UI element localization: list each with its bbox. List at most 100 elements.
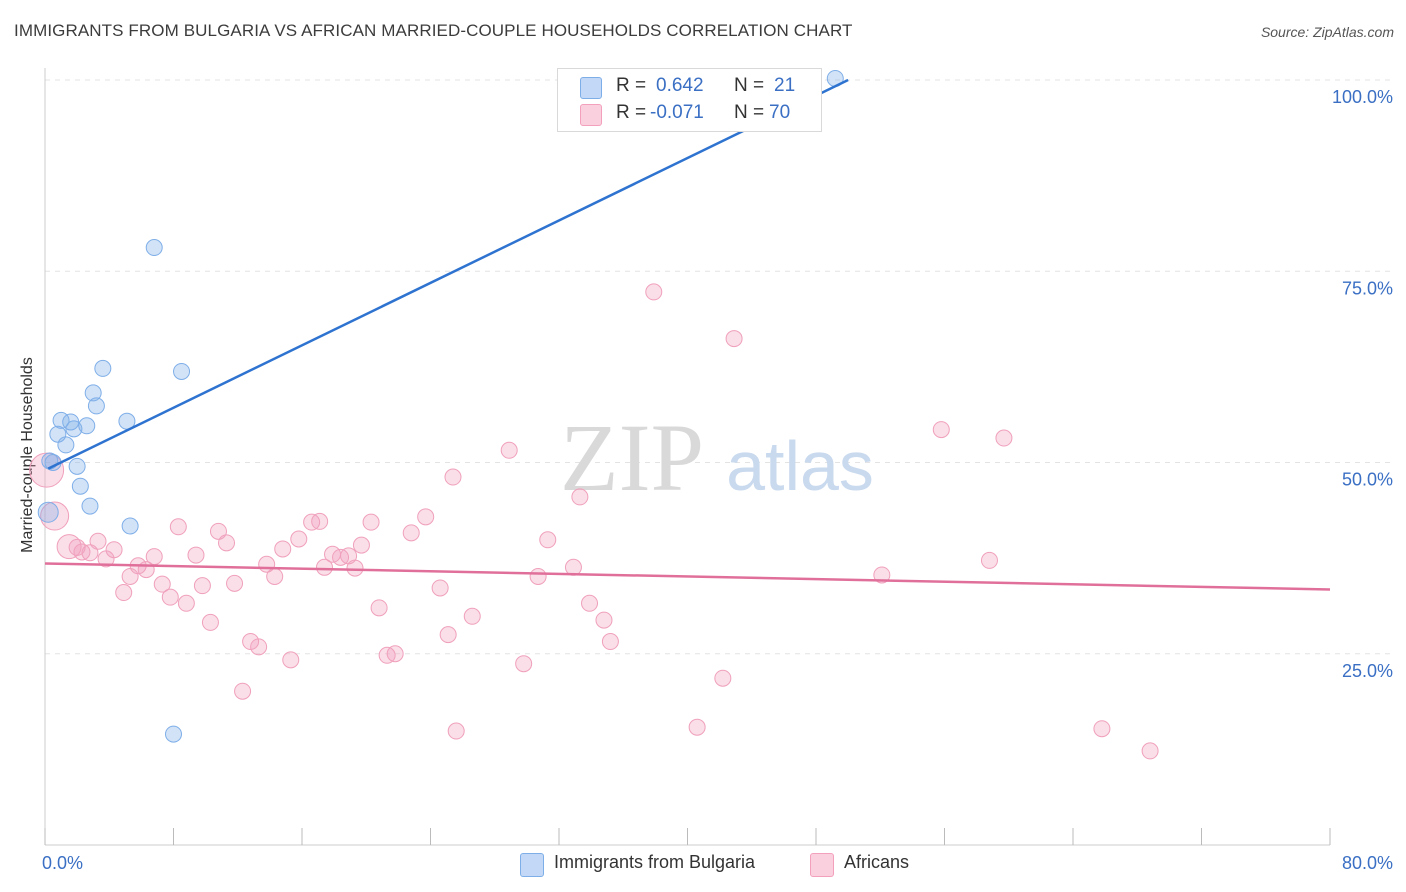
africans-point: [40, 501, 70, 531]
bulgaria-trend-line: [47, 78, 849, 470]
africans-point: [431, 579, 449, 597]
bulgaria-point: [78, 417, 96, 435]
africans-point: [145, 548, 163, 566]
africans-trend-line: [44, 562, 1331, 591]
africans-point: [218, 534, 236, 552]
legend-r-label: R =: [616, 75, 647, 96]
tick-labels: 25.0% 50.0% 75.0% 100.0% 0.0% 80.0%: [42, 87, 1393, 873]
africans-point: [153, 575, 171, 593]
source-credit: Source: ZipAtlas.com: [1260, 24, 1394, 40]
bulgaria-point: [65, 420, 83, 438]
africans-point: [601, 633, 619, 651]
africans-point: [447, 722, 465, 740]
legend-r-label: R =: [616, 102, 647, 123]
bulgaria-point: [94, 359, 112, 377]
africans-point: [725, 330, 743, 348]
bulgaria-point: [145, 239, 163, 257]
legend-n-label: N =: [734, 102, 765, 123]
africans-point: [266, 567, 284, 585]
africans-point: [352, 536, 370, 554]
africans-point: [1093, 720, 1111, 738]
africans-point: [362, 513, 380, 531]
africans-point: [571, 488, 589, 506]
bulgaria-legend-label: Immigrants from Bulgaria: [554, 852, 756, 872]
x-tick-label: 80.0%: [1342, 853, 1393, 873]
bulgaria-point: [57, 436, 75, 454]
africans-point: [417, 508, 435, 526]
bulgaria-points: [37, 69, 844, 743]
africans-swatch: [580, 104, 602, 126]
africans-point: [201, 613, 219, 631]
africans-point: [89, 532, 107, 550]
legend-n-value: 21: [774, 75, 796, 96]
africans-point: [177, 594, 195, 612]
bulgaria-point: [71, 477, 89, 495]
x-tick-label: 0.0%: [42, 853, 83, 873]
y-tick-label: 100.0%: [1332, 87, 1393, 107]
africans-point: [500, 441, 518, 459]
africans-point: [645, 283, 663, 301]
africans-point: [315, 558, 333, 576]
africans-point: [529, 567, 547, 585]
y-tick-label: 75.0%: [1342, 278, 1393, 298]
africans-point: [980, 551, 998, 569]
africans-point: [714, 669, 732, 687]
africans-point: [995, 429, 1013, 447]
africans-point: [290, 530, 308, 548]
africans-point: [688, 718, 706, 736]
bulgaria-point: [68, 457, 86, 475]
bulgaria-legend-swatch: [520, 853, 544, 877]
bulgaria-point: [81, 497, 99, 515]
africans-point: [161, 588, 179, 606]
bulgaria-point: [87, 397, 105, 415]
bulgaria-swatch: [580, 77, 602, 99]
africans-point: [193, 577, 211, 595]
africans-point: [187, 546, 205, 564]
africans-point: [539, 531, 557, 549]
bulgaria-point: [84, 384, 102, 402]
africans-point: [115, 584, 133, 602]
africans-point: [370, 599, 388, 617]
y-tick-label: 25.0%: [1342, 661, 1393, 681]
axes: [44, 68, 1331, 846]
legend-item-africans: Africans: [810, 852, 970, 877]
africans-point: [873, 566, 891, 584]
africans-legend-label: Africans: [844, 852, 910, 872]
legend-n-value: 70: [769, 102, 791, 123]
africans-point: [515, 655, 533, 673]
y-tick-label: 50.0%: [1342, 470, 1393, 490]
africans-point: [105, 541, 123, 559]
legend-r-value: -0.071: [650, 102, 704, 123]
bulgaria-point: [37, 501, 59, 523]
africans-point: [386, 645, 404, 663]
bulgaria-point: [165, 725, 182, 743]
stats-legend: R = 0.642 N = 21 R = -0.071 N = 70: [557, 68, 822, 132]
watermark-zip: ZIP: [560, 404, 704, 511]
africans-point: [1141, 742, 1159, 760]
africans-point: [581, 594, 599, 612]
africans-legend-swatch: [810, 853, 834, 877]
africans-point: [402, 524, 420, 542]
legend-n-label: N =: [734, 75, 765, 96]
trend-lines: [44, 78, 1331, 591]
africans-point: [234, 682, 252, 700]
africans-point: [226, 574, 244, 592]
legend-item-bulgaria: Immigrants from Bulgaria: [520, 852, 790, 877]
africans-point: [274, 540, 292, 558]
africans-points: [29, 283, 1159, 760]
africans-point: [444, 468, 462, 486]
africans-point: [250, 638, 268, 656]
africans-point: [282, 651, 300, 669]
africans-point: [463, 607, 481, 625]
africans-point: [346, 559, 364, 577]
africans-point: [311, 512, 329, 530]
legend-r-value: 0.642: [656, 75, 704, 96]
africans-point: [439, 626, 457, 644]
africans-point: [68, 538, 86, 556]
gridlines: [45, 79, 1390, 655]
watermark: ZIP atlas: [560, 404, 874, 511]
africans-point: [595, 611, 613, 629]
bulgaria-point: [121, 517, 139, 535]
bulgaria-point: [173, 362, 191, 380]
